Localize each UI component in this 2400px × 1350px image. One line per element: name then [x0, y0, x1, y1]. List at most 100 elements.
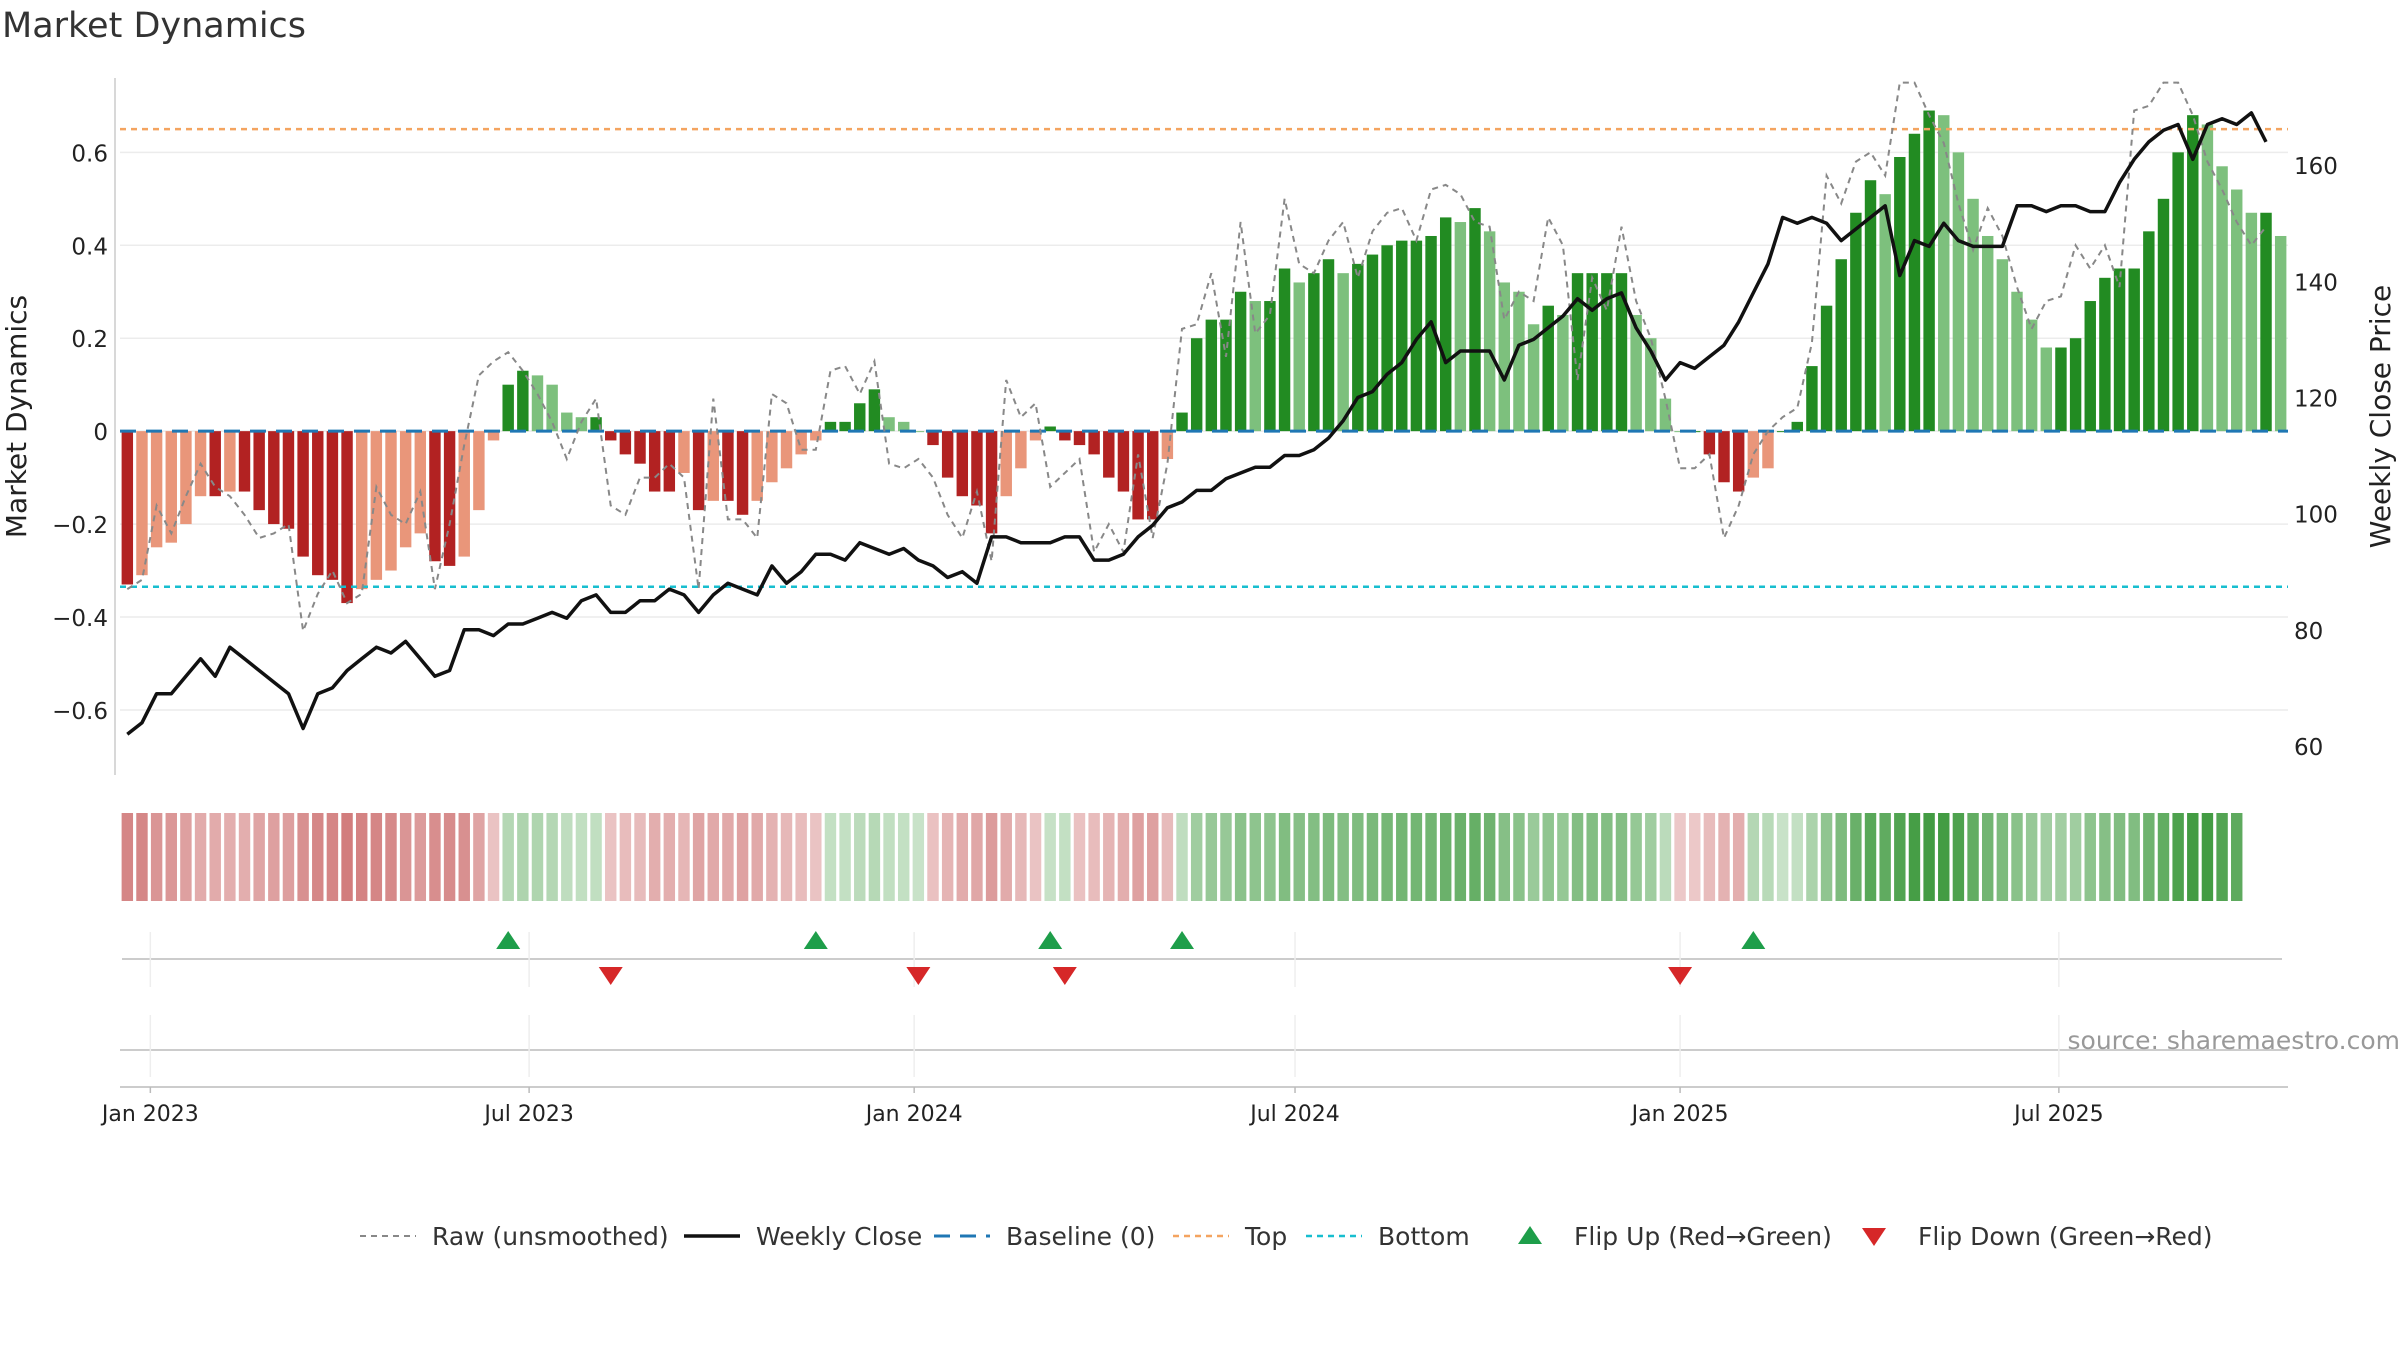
dynamics-bar	[956, 431, 969, 497]
regime-cell	[751, 813, 763, 901]
dynamics-bar	[1879, 194, 1891, 432]
dynamics-bar	[1586, 273, 1598, 432]
dynamics-bar	[180, 431, 192, 525]
dynamics-bar	[1527, 324, 1540, 432]
dynamics-bar	[1234, 291, 1247, 432]
regime-cell	[1469, 813, 1481, 901]
regime-cell	[1864, 813, 1877, 901]
dynamics-bar	[707, 431, 719, 501]
regime-cell	[1293, 813, 1305, 901]
dynamics-bar	[751, 431, 763, 501]
dynamics-bar	[370, 431, 383, 580]
dynamics-bar	[2128, 268, 2140, 432]
y-tick-label: 0.4	[71, 234, 108, 260]
dynamics-bar	[2201, 124, 2214, 432]
dynamics-bar	[1732, 431, 1745, 492]
dynamics-bar	[1322, 259, 1335, 432]
y-tick-label: 0.6	[71, 141, 108, 167]
regime-cell	[1205, 813, 1218, 901]
flip-up-marker	[1038, 931, 1063, 949]
regime-cell	[1806, 813, 1818, 901]
regime-cell	[824, 813, 837, 901]
x-tick-label: Jul 2024	[1248, 1102, 1340, 1127]
x-tick-label: Jan 2023	[100, 1102, 199, 1127]
dynamics-bar	[971, 431, 983, 506]
dynamics-bar	[473, 431, 485, 511]
regime-cell	[1073, 813, 1086, 901]
flip-up-marker	[1741, 931, 1766, 949]
regime-cell	[1703, 813, 1716, 901]
dynamics-bar	[517, 370, 529, 432]
dynamics-bar	[663, 431, 676, 492]
regime-cell	[1747, 813, 1760, 901]
regime-cell	[678, 813, 690, 901]
dynamics-bar	[1938, 115, 1950, 432]
dynamics-bar	[1645, 338, 1657, 432]
regime-cell	[326, 813, 339, 901]
dynamics-bar	[1117, 431, 1130, 492]
dynamics-bar	[575, 417, 588, 432]
dynamics-bar	[1073, 431, 1086, 446]
regime-cell	[1439, 813, 1452, 901]
regime-cell	[1820, 813, 1833, 901]
regime-cell	[868, 813, 881, 901]
regime-cell	[1396, 813, 1408, 901]
regime-cell	[253, 813, 265, 901]
flip-up-marker	[803, 931, 828, 949]
dynamics-bar	[121, 431, 134, 585]
y-tick-label: 0.2	[71, 327, 108, 353]
dynamics-bar	[883, 417, 895, 432]
dynamics-bar	[546, 384, 558, 432]
dynamics-bar	[1088, 431, 1100, 455]
flip-markers-panel	[122, 931, 2282, 987]
regime-cell	[414, 813, 427, 901]
dynamics-bar	[1850, 212, 1862, 432]
dynamics-bar	[414, 431, 427, 534]
regime-cell	[1234, 813, 1247, 901]
y-axis-label: Market Dynamics	[0, 295, 33, 538]
regime-cell	[1147, 813, 1159, 901]
regime-cell	[1967, 813, 1979, 901]
dynamics-bar	[2260, 212, 2272, 432]
regime-cell	[1220, 813, 1232, 901]
regime-cell	[1952, 813, 1965, 901]
regime-cell	[663, 813, 676, 901]
regime-cell	[429, 813, 441, 901]
x-tick-label: Jan 2025	[1630, 1102, 1729, 1127]
dynamics-bar	[326, 431, 339, 580]
regime-cell	[136, 813, 148, 901]
regime-cell	[1850, 813, 1862, 901]
regime-cell	[355, 813, 368, 901]
y2-tick-label: 160	[2294, 154, 2338, 180]
x-tick-label: Jul 2023	[482, 1102, 574, 1127]
regime-cell	[971, 813, 983, 901]
dynamics-bar	[1542, 305, 1554, 432]
dynamics-bar	[1952, 152, 1965, 432]
dynamics-bar	[1762, 431, 1774, 469]
regime-cell	[854, 813, 866, 901]
regime-cell	[1088, 813, 1100, 901]
regime-cell	[1674, 813, 1686, 901]
regime-cell	[941, 813, 954, 901]
dynamics-bar	[941, 431, 954, 478]
dynamics-bar	[1264, 301, 1276, 432]
dynamics-bar	[1776, 431, 1789, 433]
dynamics-bar	[1015, 431, 1027, 469]
dynamics-bar	[224, 431, 236, 492]
dynamics-bar	[312, 431, 324, 576]
dynamics-bar	[561, 412, 573, 432]
dynamics-bar	[1981, 235, 1994, 432]
dynamics-bar	[2231, 189, 2243, 432]
dynamics-bar	[1381, 245, 1393, 432]
dynamics-bar	[1864, 180, 1877, 432]
dynamics-bar	[531, 375, 544, 432]
legend-label: Bottom	[1378, 1222, 1470, 1251]
dynamics-bar	[1249, 301, 1261, 432]
dynamics-bar	[282, 431, 295, 529]
regime-cell	[736, 813, 749, 901]
dynamics-bar	[648, 431, 661, 492]
dynamics-bar	[209, 431, 221, 497]
regime-cell	[150, 813, 163, 901]
dynamics-bar	[1147, 431, 1159, 520]
